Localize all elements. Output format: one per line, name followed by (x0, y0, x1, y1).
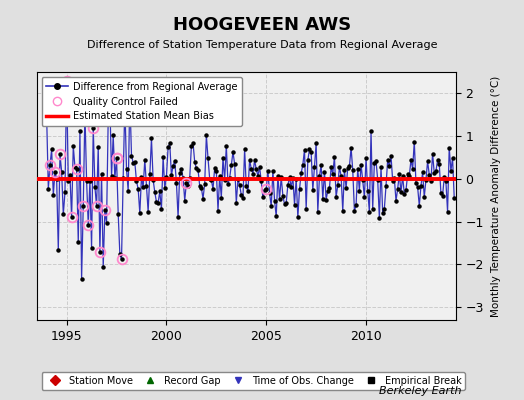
Text: Berkeley Earth: Berkeley Earth (379, 386, 461, 396)
Text: Difference of Station Temperature Data from Regional Average: Difference of Station Temperature Data f… (87, 40, 437, 50)
Text: HOOGEVEEN AWS: HOOGEVEEN AWS (173, 16, 351, 34)
Y-axis label: Monthly Temperature Anomaly Difference (°C): Monthly Temperature Anomaly Difference (… (491, 75, 501, 317)
Legend: Station Move, Record Gap, Time of Obs. Change, Empirical Break: Station Move, Record Gap, Time of Obs. C… (41, 372, 465, 390)
